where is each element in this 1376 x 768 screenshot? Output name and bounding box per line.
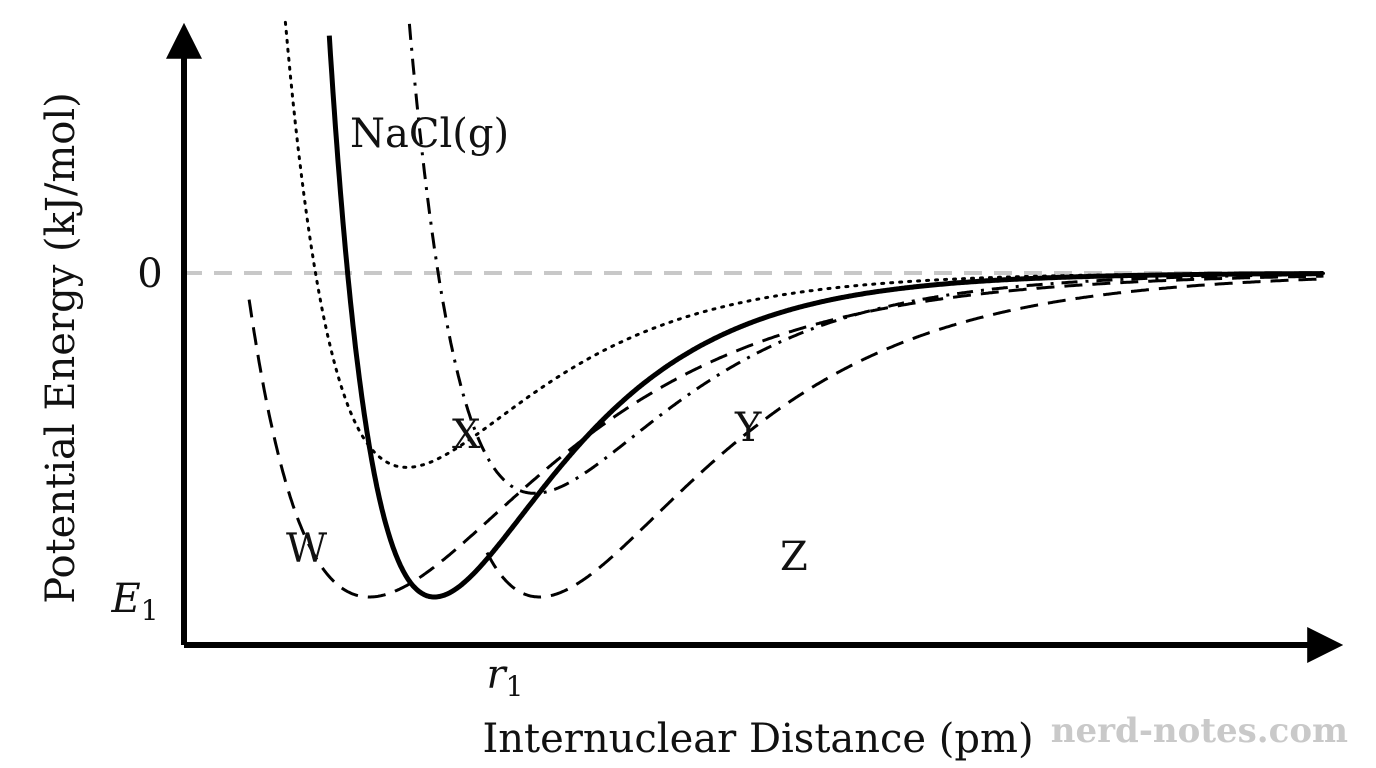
x-axis-title: Internuclear Distance (pm) (482, 716, 1033, 762)
y-axis-title: Potential Energy (kJ/mol) (38, 92, 84, 604)
curves-group (247, 20, 1325, 600)
label-w: W (286, 526, 327, 572)
curve-x (283, 20, 1325, 469)
y-tick-e1-sub: 1 (141, 594, 159, 627)
y-tick-zero: 0 (137, 251, 162, 297)
label-y: Y (734, 405, 762, 451)
label-x: X (452, 412, 481, 458)
curve-nacl-g (326, 35, 1324, 600)
curve-w (247, 274, 1324, 599)
x-tick-r1-main: r (487, 652, 509, 698)
x-tick-r1: r1 (487, 652, 524, 703)
curve-y (407, 23, 1324, 495)
label-z: Z (780, 534, 808, 580)
y-tick-e1-main: E (110, 576, 140, 622)
curve-z (485, 277, 1324, 599)
label-nacl: NaCl(g) (350, 111, 509, 157)
y-tick-e1: E1 (110, 576, 158, 627)
watermark: nerd-notes.com (1051, 711, 1348, 751)
x-tick-r1-sub: 1 (506, 670, 524, 703)
